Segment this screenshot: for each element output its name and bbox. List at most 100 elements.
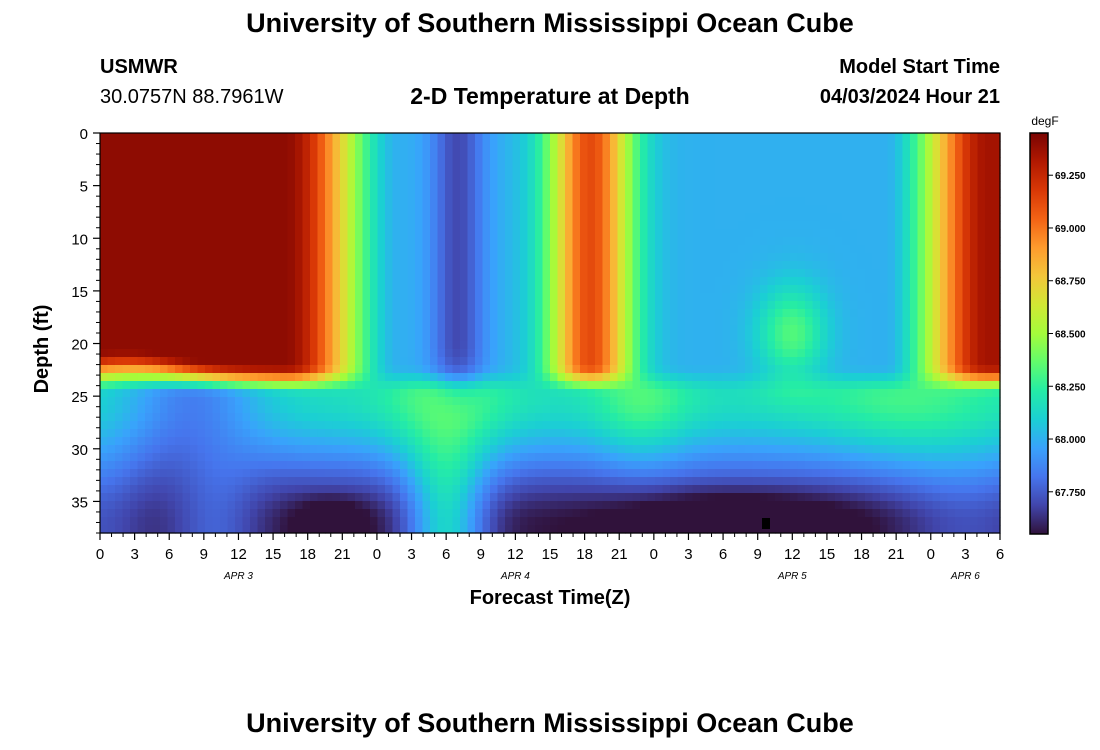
heatmap-cell (737, 341, 746, 350)
heatmap-cell (715, 381, 724, 390)
heatmap-cell (550, 189, 559, 198)
heatmap-cell (430, 141, 439, 150)
heatmap-cell (280, 421, 289, 430)
heatmap-cell (535, 325, 544, 334)
heatmap-cell (227, 525, 236, 534)
heatmap-cell (520, 221, 529, 230)
heatmap-cell (340, 509, 349, 518)
heatmap-cell (242, 149, 251, 158)
heatmap-cell (422, 485, 431, 494)
heatmap-cell (340, 133, 349, 142)
heatmap-cell (257, 165, 266, 174)
heatmap-cell (272, 309, 281, 318)
heatmap-cell (535, 149, 544, 158)
heatmap-cell (160, 205, 169, 214)
heatmap-cell (355, 197, 364, 206)
heatmap-cell (137, 157, 146, 166)
heatmap-cell (775, 197, 784, 206)
heatmap-cell (310, 301, 319, 310)
heatmap-cell (310, 221, 319, 230)
heatmap-cell (377, 365, 386, 374)
heatmap-cell (722, 461, 731, 470)
heatmap-cell (100, 469, 109, 478)
heatmap-cell (407, 309, 416, 318)
heatmap-cell (422, 189, 431, 198)
heatmap-cell (205, 397, 214, 406)
heatmap-cell (542, 429, 551, 438)
heatmap-cell (287, 229, 296, 238)
heatmap-cell (737, 357, 746, 366)
heatmap-cell (467, 261, 476, 270)
heatmap-cell (617, 357, 626, 366)
heatmap-cell (227, 285, 236, 294)
heatmap-cell (280, 213, 289, 222)
heatmap-cell (812, 133, 821, 142)
heatmap-cell (160, 421, 169, 430)
heatmap-cell (610, 429, 619, 438)
heatmap-cell (205, 197, 214, 206)
heatmap-cell (782, 205, 791, 214)
heatmap-cell (242, 373, 251, 382)
heatmap-cell (152, 205, 161, 214)
heatmap-cell (542, 501, 551, 510)
heatmap-cell (790, 349, 799, 358)
heatmap-cell (407, 397, 416, 406)
heatmap-cell (707, 213, 716, 222)
heatmap-cell (835, 213, 844, 222)
heatmap-cell (715, 317, 724, 326)
heatmap-cell (827, 405, 836, 414)
heatmap-cell (167, 149, 176, 158)
heatmap-cell (400, 373, 409, 382)
heatmap-cell (715, 357, 724, 366)
heatmap-cell (827, 189, 836, 198)
heatmap-cell (205, 309, 214, 318)
heatmap-cell (107, 245, 116, 254)
heatmap-cell (835, 365, 844, 374)
heatmap-cell (190, 317, 199, 326)
heatmap-cell (370, 277, 379, 286)
heatmap-cell (767, 245, 776, 254)
heatmap-cell (745, 277, 754, 286)
heatmap-cell (490, 349, 499, 358)
heatmap-cell (257, 525, 266, 534)
heatmap-cell (317, 453, 326, 462)
heatmap-cell (190, 525, 199, 534)
heatmap-cell (700, 493, 709, 502)
heatmap-cell (842, 269, 851, 278)
heatmap-cell (197, 293, 206, 302)
heatmap-cell (490, 405, 499, 414)
heatmap-cell (145, 245, 154, 254)
heatmap-cell (677, 485, 686, 494)
heatmap-cell (580, 245, 589, 254)
heatmap-cell (737, 285, 746, 294)
heatmap-cell (310, 149, 319, 158)
heatmap-cell (767, 221, 776, 230)
heatmap-cell (377, 293, 386, 302)
heatmap-cell (610, 461, 619, 470)
heatmap-cell (790, 373, 799, 382)
heatmap-cell (782, 341, 791, 350)
heatmap-cell (145, 381, 154, 390)
heatmap-cell (835, 157, 844, 166)
heatmap-cell (460, 197, 469, 206)
heatmap-cell (557, 325, 566, 334)
heatmap-cell (827, 445, 836, 454)
heatmap-cell (310, 341, 319, 350)
heatmap-cell (812, 149, 821, 158)
heatmap-cell (257, 485, 266, 494)
heatmap-cell (377, 357, 386, 366)
heatmap-cell (400, 525, 409, 534)
heatmap-cell (325, 397, 334, 406)
heatmap-cell (670, 325, 679, 334)
heatmap-cell (497, 261, 506, 270)
heatmap-cell (197, 165, 206, 174)
heatmap-cell (527, 173, 536, 182)
heatmap-cell (730, 213, 739, 222)
heatmap-cell (572, 189, 581, 198)
heatmap-cell (505, 277, 514, 286)
heatmap-cell (452, 445, 461, 454)
heatmap-cell (707, 365, 716, 374)
heatmap-cell (505, 157, 514, 166)
heatmap-cell (430, 421, 439, 430)
heatmap-cell (370, 405, 379, 414)
